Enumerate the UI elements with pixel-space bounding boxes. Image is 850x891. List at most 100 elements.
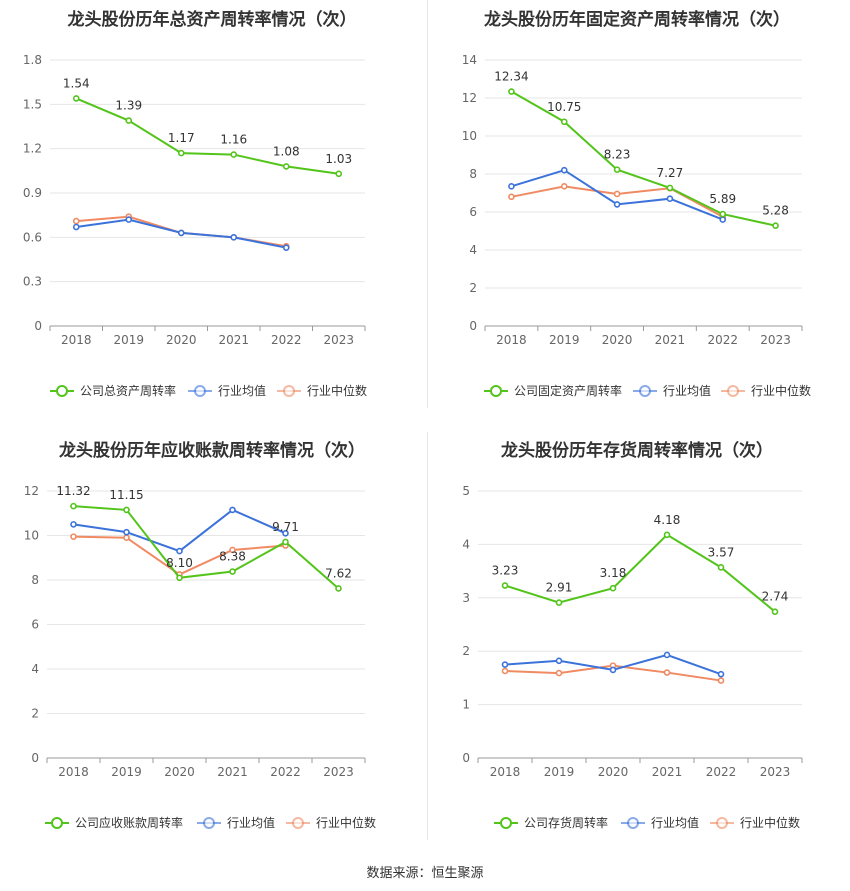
y-tick-label: 0.3 (23, 275, 42, 289)
data-point (613, 190, 621, 198)
data-point (719, 210, 727, 218)
legend-marker (716, 817, 728, 829)
chart-title: 龙头股份历年应收账款周转率情况（次） (58, 440, 365, 461)
data-point (72, 217, 80, 225)
chart-fixed-asset-turnover: 龙头股份历年固定资产周转率情况（次） 0 2 4 6 8 10 12 14 2018 2019 202… (425, 0, 850, 430)
data-point (123, 528, 130, 536)
data-point (230, 234, 238, 241)
legend-label: 行业中位数 (307, 383, 367, 398)
x-tick-label: 2019 (111, 765, 142, 779)
data-point (501, 661, 509, 668)
legend-label: 公司应收账款周转率 (75, 815, 183, 830)
x-tick-label: 2023 (760, 333, 791, 347)
y-tick-label: 6 (31, 618, 39, 632)
x-tick-label: 2019 (544, 765, 575, 779)
x-tick-label: 2018 (490, 765, 521, 779)
data-point (772, 222, 779, 229)
y-tick-label: 0 (462, 751, 470, 765)
series-line (504, 533, 776, 613)
data-point (555, 669, 563, 677)
series-line (75, 97, 339, 175)
legend-marker (194, 385, 206, 397)
legend-marker (203, 817, 215, 829)
data-point (501, 582, 509, 589)
x-tick-label: 2023 (323, 765, 354, 779)
data-label: 10.75 (547, 100, 581, 114)
y-tick-label: 6 (469, 205, 477, 219)
legend-marker (283, 385, 295, 397)
y-tick-label: 1 (462, 698, 470, 712)
data-point (613, 166, 621, 173)
y-tick-label: 0 (31, 751, 39, 765)
data-label: 8.38 (219, 550, 246, 564)
y-tick-label: 12 (462, 91, 477, 105)
data-point (508, 183, 515, 190)
data-label: 7.62 (325, 566, 352, 580)
chart-title: 龙头股份历年存货周转率情况（次） (500, 440, 773, 461)
chart-inventory-turnover: 龙头股份历年存货周转率情况（次） 0 1 2 3 4 5 2018 2019 2020 2021 20… (425, 430, 850, 860)
chart-svg-2: 龙头股份历年应收账款周转率情况（次） 0 2 4 6 8 10 12 2018 2019 2020 2… (24, 440, 376, 830)
data-label: 3.18 (600, 566, 627, 580)
y-tick-label: 12 (24, 484, 39, 498)
data-point (125, 117, 133, 124)
data-point (282, 529, 289, 537)
data-label: 8.23 (604, 148, 631, 162)
chart-svg-0: 龙头股份历年总资产周转率情况（次） 0 0.3 0.6 0.9 1.2 1.5 1.8 2018… (23, 9, 367, 398)
x-tick-label: 2020 (166, 333, 197, 347)
data-label: 12.34 (494, 70, 528, 84)
data-label: 2.91 (546, 581, 573, 595)
x-tick-label: 2022 (706, 765, 737, 779)
data-point (72, 95, 80, 102)
y-tick-label: 10 (462, 129, 477, 143)
x-tick-label: 2021 (218, 333, 249, 347)
data-point (719, 216, 727, 223)
data-point (177, 229, 185, 237)
chart-title: 龙头股份历年固定资产周转率情况（次） (483, 9, 790, 30)
data-point (771, 608, 779, 615)
y-tick-label: 1.2 (23, 142, 42, 156)
series-line (73, 505, 340, 590)
data-point (282, 244, 290, 251)
data-point (125, 216, 133, 223)
data-label: 9.71 (272, 520, 299, 534)
data-label: 1.16 (220, 133, 247, 147)
y-tick-label: 8 (469, 167, 477, 181)
data-point (555, 599, 563, 606)
divider-top (427, 0, 428, 408)
data-point (560, 166, 568, 174)
data-point (717, 677, 725, 684)
data-point (282, 163, 290, 170)
legend-label: 行业均值 (218, 383, 266, 398)
series-line (73, 508, 286, 553)
data-point (176, 574, 183, 582)
legend-marker (727, 385, 739, 397)
data-point (72, 223, 80, 231)
legend-marker (627, 817, 639, 829)
data-point (508, 193, 515, 201)
x-tick-label: 2018 (58, 765, 89, 779)
data-point (609, 666, 617, 674)
data-label: 5.89 (709, 192, 736, 206)
chart-svg-3: 龙头股份历年存货周转率情况（次） 0 1 2 3 4 5 2018 2019 2020 2021 20… (462, 440, 803, 830)
y-tick-label: 0.9 (23, 186, 42, 200)
data-label: 3.57 (708, 545, 735, 559)
x-tick-label: 2023 (323, 333, 354, 347)
legend-marker (500, 817, 512, 829)
data-label: 1.39 (115, 99, 142, 113)
x-tick-label: 2022 (271, 333, 302, 347)
data-label: 11.32 (56, 484, 90, 498)
x-tick-label: 2019 (549, 333, 580, 347)
x-tick-label: 2020 (598, 765, 629, 779)
data-point (717, 564, 725, 571)
data-point (613, 201, 621, 208)
x-tick-label: 2022 (707, 333, 738, 347)
legend-label: 行业均值 (227, 815, 275, 830)
x-tick-label: 2022 (270, 765, 301, 779)
x-tick-label: 2018 (61, 333, 92, 347)
data-label: 8.10 (166, 556, 193, 570)
x-tick-label: 2020 (164, 765, 195, 779)
y-tick-label: 5 (462, 484, 470, 498)
data-point (123, 506, 130, 514)
data-point (229, 568, 236, 575)
y-tick-label: 8 (31, 573, 39, 587)
